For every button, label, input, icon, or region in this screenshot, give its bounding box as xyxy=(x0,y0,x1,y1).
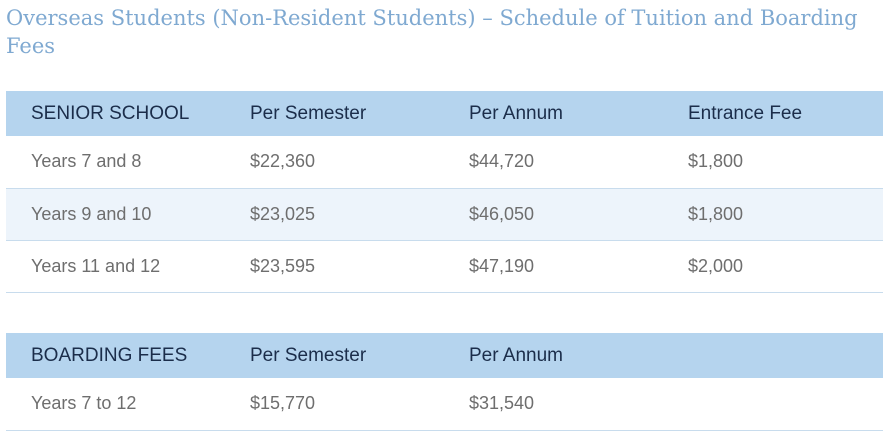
year-group-cell: Years 9 and 10 xyxy=(6,188,225,241)
table-header-row: SENIOR SCHOOL Per Semester Per Annum Ent… xyxy=(6,91,883,136)
header-entrance-fee: Entrance Fee xyxy=(663,91,883,136)
per-semester-cell: $23,025 xyxy=(225,188,444,241)
table-row: Years 7 and 8 $22,360 $44,720 $1,800 xyxy=(6,136,883,189)
table-row: Years 9 and 10 $23,025 $46,050 $1,800 xyxy=(6,188,883,241)
year-group-cell: Years 7 to 12 xyxy=(6,378,225,431)
header-empty xyxy=(663,333,883,378)
per-semester-cell: $23,595 xyxy=(225,240,444,293)
table-row: Years 7 to 12 $15,770 $31,540 xyxy=(6,378,883,431)
per-semester-cell: $22,360 xyxy=(225,136,444,189)
per-annum-cell: $46,050 xyxy=(444,188,663,241)
header-per-semester: Per Semester xyxy=(225,91,444,136)
header-boarding-fees: BOARDING FEES xyxy=(6,333,225,378)
entrance-fee-cell: $1,800 xyxy=(663,136,883,189)
senior-school-fees-table: SENIOR SCHOOL Per Semester Per Annum Ent… xyxy=(6,91,883,293)
year-group-cell: Years 7 and 8 xyxy=(6,136,225,189)
per-annum-cell: $31,540 xyxy=(444,378,663,431)
entrance-fee-cell: $2,000 xyxy=(663,240,883,293)
header-per-semester: Per Semester xyxy=(225,333,444,378)
year-group-cell: Years 11 and 12 xyxy=(6,240,225,293)
table-row: Years 11 and 12 $23,595 $47,190 $2,000 xyxy=(6,240,883,293)
header-senior-school: SENIOR SCHOOL xyxy=(6,91,225,136)
header-per-annum: Per Annum xyxy=(444,91,663,136)
entrance-fee-cell: $1,800 xyxy=(663,188,883,241)
per-annum-cell: $44,720 xyxy=(444,136,663,189)
page-title: Overseas Students (Non-Resident Students… xyxy=(6,6,858,58)
header-per-annum: Per Annum xyxy=(444,333,663,378)
per-annum-cell: $47,190 xyxy=(444,240,663,293)
empty-cell xyxy=(663,378,883,431)
table-header-row: BOARDING FEES Per Semester Per Annum xyxy=(6,333,883,378)
boarding-fees-table: BOARDING FEES Per Semester Per Annum Yea… xyxy=(6,333,883,431)
per-semester-cell: $15,770 xyxy=(225,378,444,431)
